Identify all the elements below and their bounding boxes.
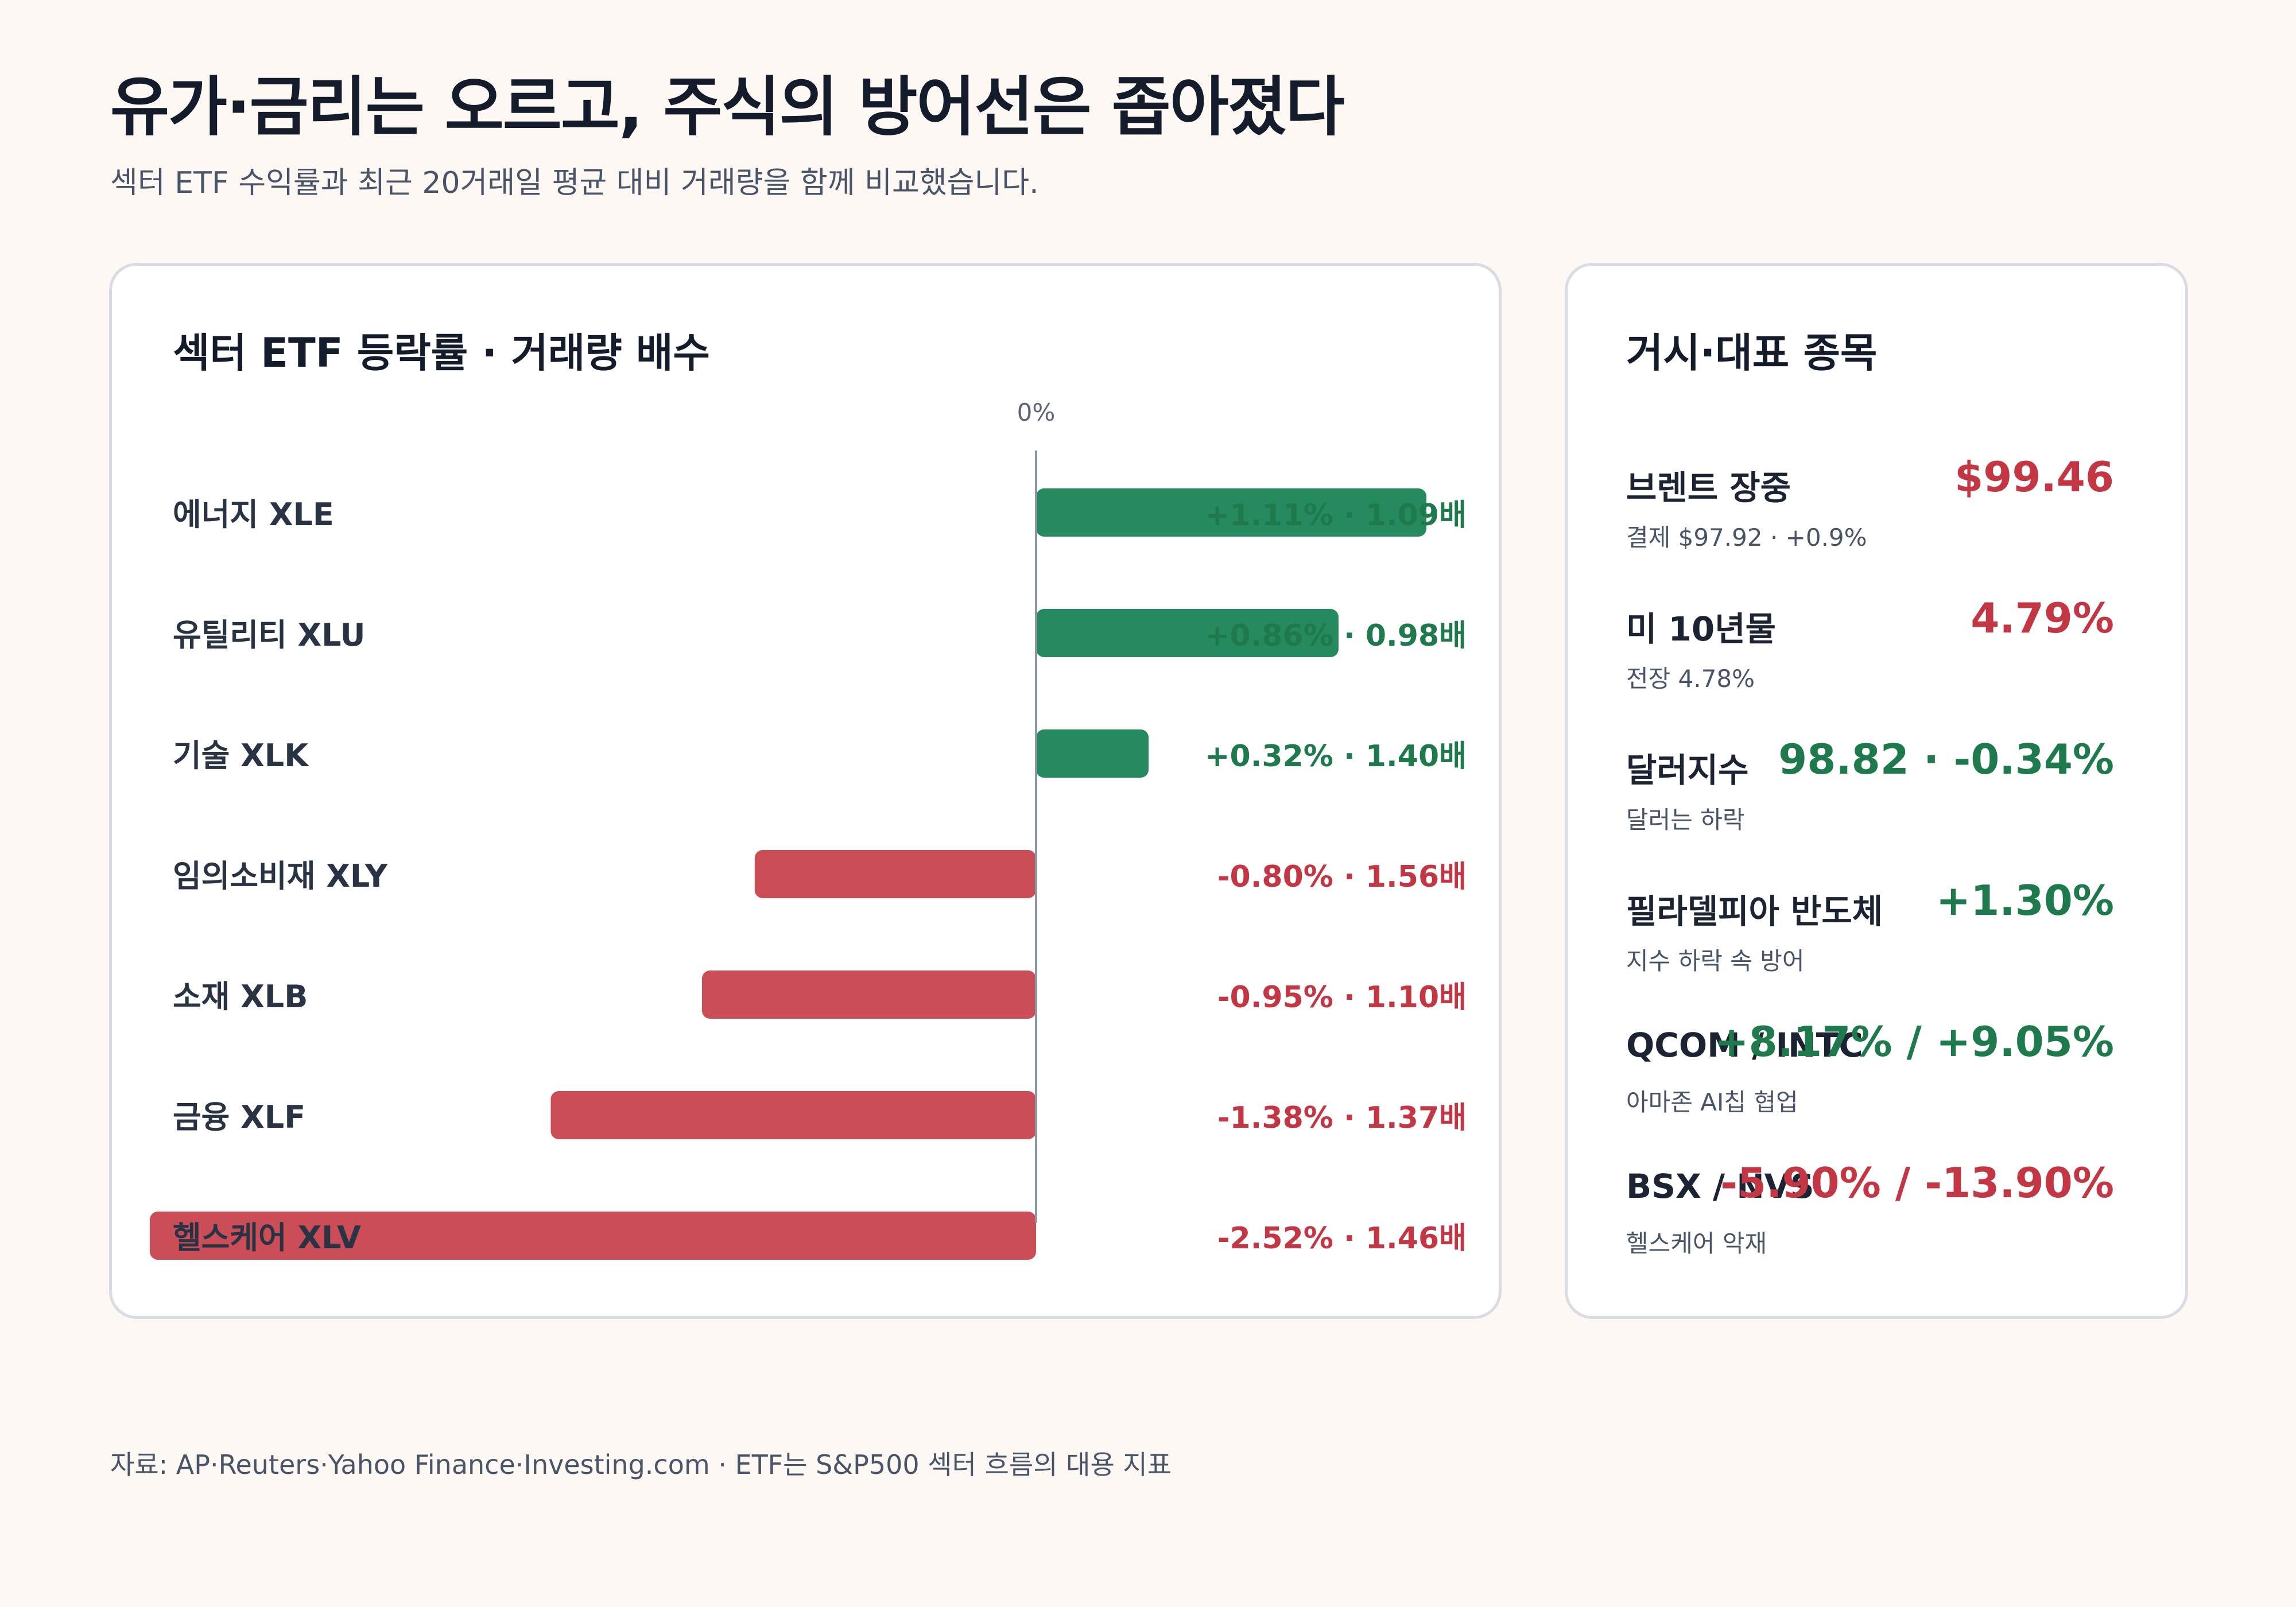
macro-item-value: -5.90% / -13.90%: [1720, 1159, 2114, 1207]
data-label: +1.11% · 1.09배: [1205, 498, 1467, 533]
macro-card-title: 거시·대표 종목: [1626, 329, 1878, 376]
bar-6: [150, 1212, 1036, 1260]
macro-item-qcom-intc: QCOM / INTC +8.17% / +9.05% 아마존 AI칩 협업: [1626, 1018, 2114, 1140]
chart-card-title: 섹터 ETF 등락률 · 거래량 배수: [173, 329, 710, 376]
bar-3: [754, 850, 1036, 898]
macro-item-note: 전장 4.78%: [1626, 665, 1755, 693]
data-label: -0.80% · 1.56배: [1217, 860, 1467, 894]
category-label: 금융 XLF: [173, 1099, 305, 1135]
macro-item-value: 4.79%: [1971, 594, 2114, 642]
macro-item-sox: 필라델피아 반도체 +1.30% 지수 하락 속 방어: [1626, 876, 2114, 999]
macro-item-name: 미 10년물: [1626, 610, 1776, 649]
category-label: 유틸리티 XLU: [173, 617, 366, 653]
macro-item-note: 헬스케어 악재: [1626, 1229, 1767, 1257]
macro-item-name: 필라델피아 반도체: [1626, 892, 1883, 931]
macro-item-brent: 브렌트 장중 $99.46 결제 $97.92 · +0.9%: [1626, 453, 2114, 576]
macro-item-value: $99.46: [1954, 453, 2114, 501]
data-label: +0.32% · 1.40배: [1205, 739, 1467, 774]
category-label: 소재 XLB: [173, 979, 308, 1015]
data-label: +0.86% · 0.98배: [1205, 619, 1467, 653]
macro-item-value: +1.30%: [1936, 876, 2114, 925]
category-label: 임의소비재 XLY: [173, 858, 388, 894]
macro-item-note: 달러는 하락: [1626, 806, 1745, 834]
data-label: -2.52% · 1.46배: [1217, 1221, 1467, 1256]
bar-2: [1036, 729, 1149, 778]
macro-item-name: 달러지수: [1626, 751, 1749, 790]
macro-item-note: 지수 하락 속 방어: [1626, 947, 1805, 975]
category-label: 에너지 XLE: [173, 496, 334, 533]
zero-tick-label: 0%: [1017, 398, 1056, 426]
macro-item-dollar-index: 달러지수 98.82 · -0.34% 달러는 하락: [1626, 735, 2114, 858]
macro-item-note: 결제 $97.92 · +0.9%: [1626, 523, 1867, 552]
source-footer: 자료: AP·Reuters·Yahoo Finance·Investing.c…: [110, 1449, 1172, 1480]
macro-card: 거시·대표 종목 브렌트 장중 $99.46 결제 $97.92 · +0.9%…: [1565, 263, 2188, 1319]
macro-item-us10y: 미 10년물 4.79% 전장 4.78%: [1626, 594, 2114, 717]
bar-4: [701, 971, 1036, 1019]
data-label: -0.95% · 1.10배: [1217, 980, 1467, 1015]
macro-item-note: 아마존 AI칩 협업: [1626, 1088, 1798, 1116]
bar-1: [1036, 609, 1339, 657]
macro-item-value: +8.17% / +9.05%: [1714, 1018, 2114, 1066]
category-label: 헬스케어 XLV: [173, 1220, 361, 1256]
macro-item-bsx-nvs: BSX / NVS -5.90% / -13.90% 헬스케어 악재: [1626, 1159, 2114, 1282]
macro-item-name: QCOM / INTC: [1626, 1026, 1863, 1065]
category-label: 기술 XLK: [173, 737, 309, 774]
bar-0: [1036, 488, 1427, 537]
macro-item-value: 98.82 · -0.34%: [1778, 735, 2114, 783]
page-title: 유가·금리는 오르고, 주식의 방어선은 좁아졌다: [110, 70, 1345, 145]
macro-item-name: 브렌트 장중: [1626, 468, 1791, 507]
bar-5: [550, 1091, 1036, 1139]
page-subtitle: 섹터 ETF 수익률과 최근 20거래일 평균 대비 거래량을 함께 비교했습니…: [110, 166, 1039, 200]
data-label: -1.38% · 1.37배: [1217, 1101, 1467, 1135]
macro-item-name: BSX / NVS: [1626, 1167, 1814, 1206]
